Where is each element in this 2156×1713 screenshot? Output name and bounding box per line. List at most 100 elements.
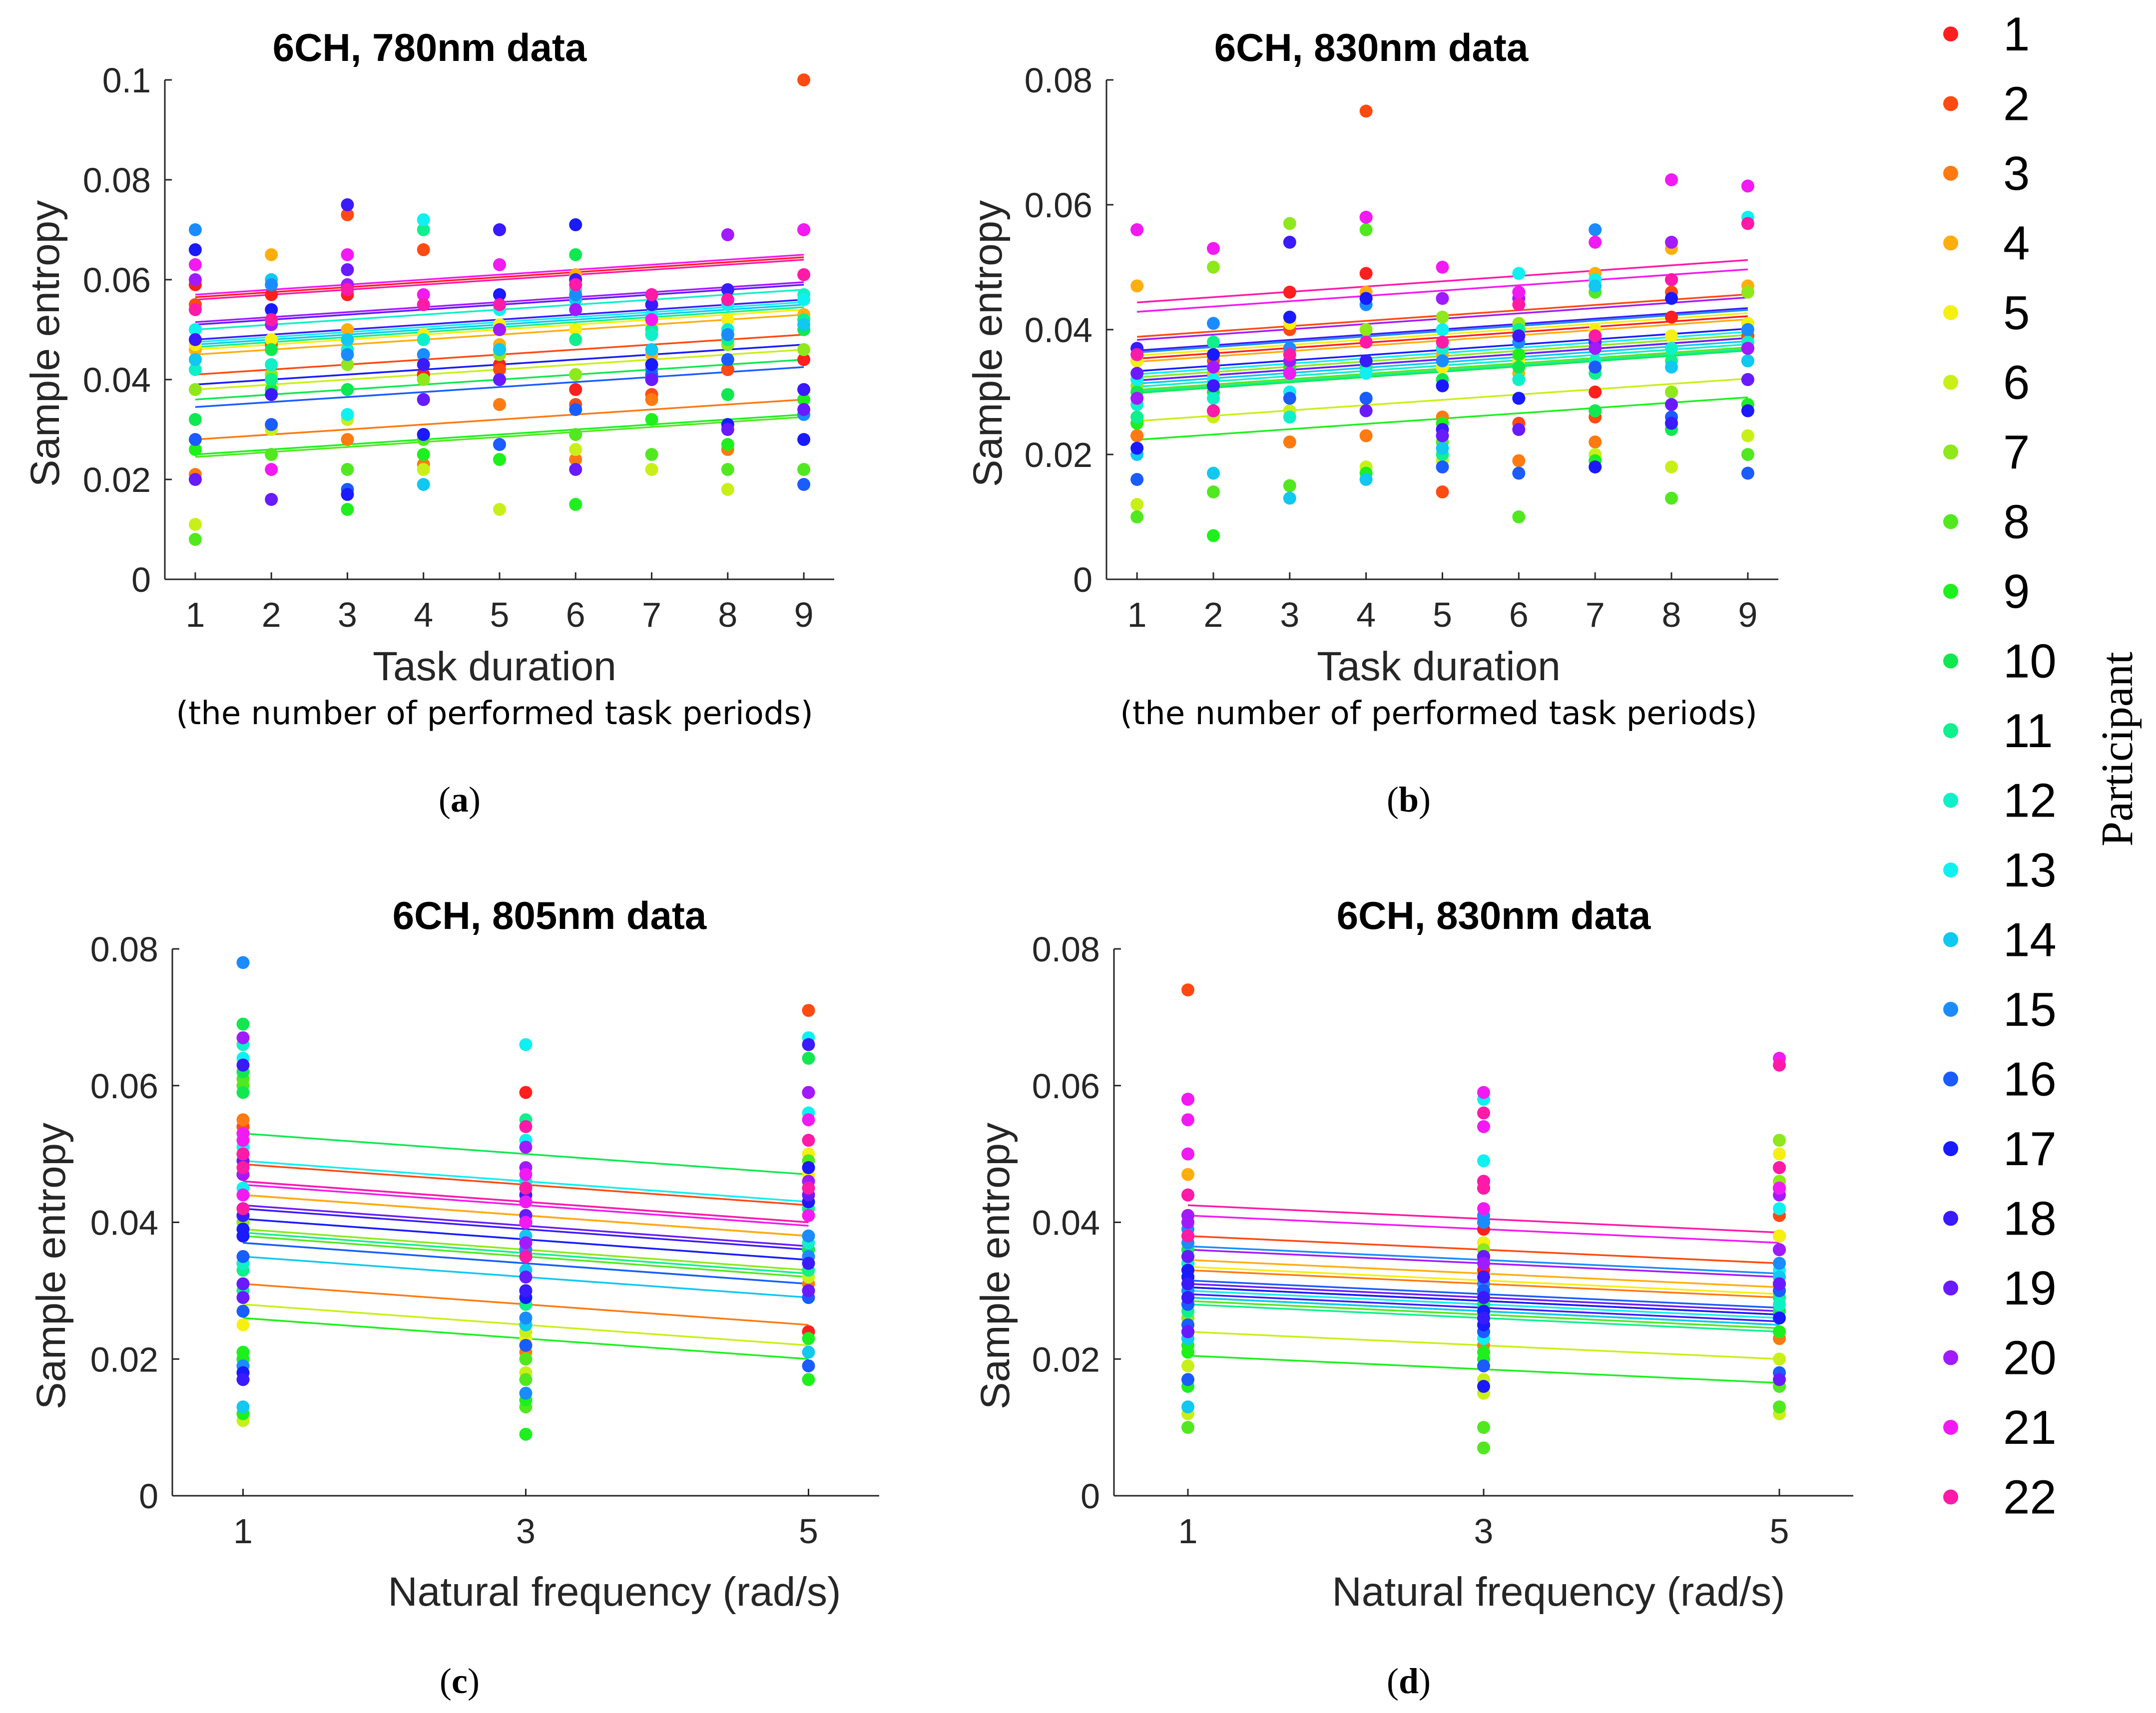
panel-a-point	[645, 328, 658, 341]
panel-d-ylabel: Sample entropy	[973, 1123, 1018, 1409]
panel-a-point	[417, 448, 430, 461]
panel-b-point	[1206, 466, 1220, 480]
panel-a-point	[797, 403, 811, 416]
panel-d-point	[1773, 1352, 1786, 1366]
panel-b-point	[1436, 429, 1449, 442]
panel-a-point	[493, 223, 506, 236]
panel-b-point	[1665, 491, 1678, 505]
legend-label-17: 17	[2003, 1122, 2057, 1176]
panel-a-point	[493, 258, 506, 271]
panel-a-point	[188, 303, 202, 316]
panel-d-point	[1181, 1325, 1194, 1338]
panel-d-x-tick-label: 3	[1474, 1512, 1494, 1551]
panel-d-point	[1181, 1093, 1194, 1106]
panel-b-point	[1512, 392, 1526, 405]
panel-b-point	[1206, 348, 1220, 361]
panel-b-point	[1589, 279, 1602, 293]
legend-marker-17	[1943, 1141, 1958, 1156]
legend-title: Participant	[2093, 652, 2142, 847]
panel-a-point	[797, 268, 811, 281]
panel-b-x-tick-label: 1	[1127, 595, 1147, 634]
panel-b-point	[1436, 441, 1449, 455]
panel-d-point	[1773, 1400, 1786, 1414]
panel-a-x-tick-label: 6	[566, 595, 585, 634]
panel-c-point	[802, 1038, 815, 1051]
panel-a-point	[493, 363, 506, 376]
panel-c-point	[236, 1318, 250, 1331]
panel-b-point	[1589, 342, 1602, 355]
panel-d-point	[1773, 1277, 1786, 1290]
panel-d-point	[1181, 1188, 1194, 1202]
panel-a-point	[797, 73, 811, 86]
panel-b-point	[1359, 267, 1373, 280]
panel-b-point	[1589, 329, 1602, 343]
panel-a-point	[265, 388, 278, 401]
panel-c-point	[802, 1359, 815, 1372]
panel-d-point	[1477, 1380, 1490, 1393]
panel-b-point	[1206, 242, 1220, 255]
panel-b-point	[1436, 323, 1449, 336]
panel-d-point	[1477, 1271, 1490, 1284]
panel-a-point	[721, 313, 734, 326]
legend-label-15: 15	[2003, 983, 2057, 1036]
panel-d-point	[1773, 1161, 1786, 1174]
panel-a-point	[265, 313, 278, 326]
panel-a-point	[797, 478, 811, 491]
panel-d-plot	[1181, 983, 1786, 1455]
panel-b-point	[1283, 491, 1296, 505]
panel-a-point	[341, 248, 354, 261]
legend-marker-19	[1943, 1281, 1958, 1295]
panel-a-fit-line-22	[195, 259, 804, 301]
panel-d-caption-letter: d	[1399, 1661, 1419, 1701]
panel-b-point	[1512, 298, 1526, 311]
panel-c-point	[236, 1277, 250, 1290]
panel-a-point	[188, 443, 202, 456]
panel-d-point	[1477, 1291, 1490, 1304]
panel-a-fit-line-1	[195, 256, 804, 298]
panel-b-point	[1741, 429, 1754, 442]
panel-a-x-tick-label: 5	[490, 595, 510, 634]
legend-label-6: 6	[2003, 356, 2030, 410]
legend-label-5: 5	[2003, 286, 2030, 340]
panel-c-point	[236, 1134, 250, 1147]
panel-b-point	[1130, 411, 1144, 424]
legend-marker-9	[1943, 584, 1958, 599]
panel-d-point	[1477, 1086, 1490, 1099]
panel-c-fit-line-10	[243, 1132, 809, 1176]
panel-b-ylabel: Sample entropy	[965, 200, 1011, 487]
panel-c-point	[519, 1427, 533, 1441]
panel-a-point	[417, 373, 430, 386]
panel-b-point	[1283, 286, 1296, 299]
panel-c-y-tick-label: 0.02	[90, 1340, 158, 1379]
panel-b-point	[1512, 286, 1526, 299]
panel-b-point	[1206, 336, 1220, 349]
panel-a-point	[341, 433, 354, 446]
panel-c-point	[519, 1168, 533, 1181]
panel-a-x-tick-label: 9	[794, 595, 814, 634]
panel-c-point	[236, 1017, 250, 1031]
legend-label-22: 22	[2003, 1471, 2057, 1524]
panel-a-point	[417, 393, 430, 406]
legend-label-18: 18	[2003, 1192, 2057, 1246]
svg-text:(b): (b)	[1387, 780, 1431, 820]
panel-b-point	[1741, 217, 1754, 230]
panel-a-point	[569, 368, 582, 381]
legend-label-14: 14	[2003, 913, 2057, 967]
panel-c-point	[236, 1161, 250, 1174]
legend-marker-11	[1943, 723, 1958, 738]
legend-marker-2	[1943, 96, 1958, 111]
panel-a-plot	[188, 73, 811, 546]
panel-b-point	[1512, 373, 1526, 386]
panel-a-point	[341, 333, 354, 346]
panel-b-point	[1512, 466, 1526, 480]
panel-a-point	[417, 333, 430, 346]
panel-d: 6CH, 830nm data Natural frequency (rad/s…	[973, 893, 1785, 1701]
panel-c-point	[236, 1223, 250, 1236]
panel-a-point	[721, 388, 734, 401]
legend-label-3: 3	[2003, 147, 2030, 200]
panel-a-point	[721, 483, 734, 496]
panel-b-point	[1206, 485, 1220, 498]
panel-d-point	[1181, 983, 1194, 997]
panel-a-point	[265, 278, 278, 291]
panel-a-point	[645, 448, 658, 461]
